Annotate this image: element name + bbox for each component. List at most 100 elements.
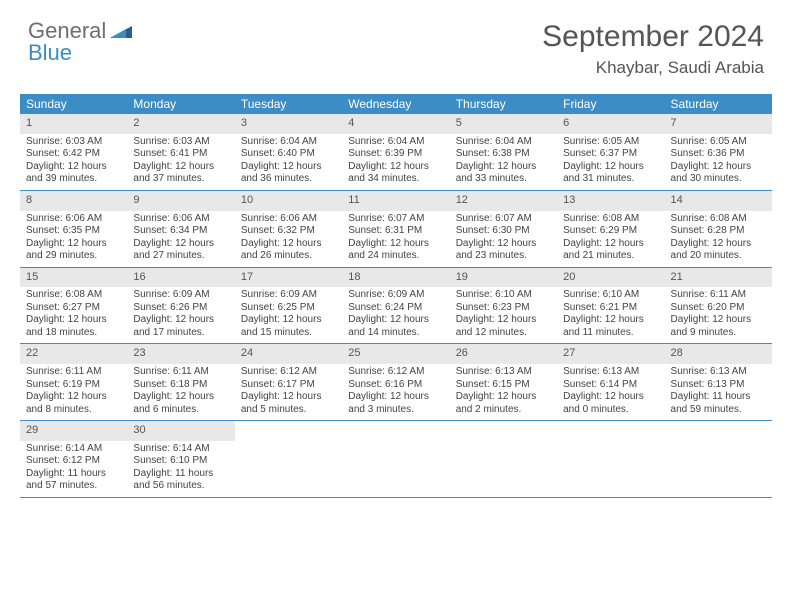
day-of-week-header: Thursday	[450, 94, 557, 114]
daylight-line-1: Daylight: 12 hours	[563, 391, 658, 404]
sunrise-line: Sunrise: 6:07 AM	[456, 213, 551, 226]
daylight-line-2: and 29 minutes.	[26, 250, 121, 263]
calendar-day-cell: 10Sunrise: 6:06 AMSunset: 6:32 PMDayligh…	[235, 190, 342, 267]
sunset-line: Sunset: 6:31 PM	[348, 225, 443, 238]
sunset-line: Sunset: 6:19 PM	[26, 379, 121, 392]
sunset-line: Sunset: 6:14 PM	[563, 379, 658, 392]
day-details: Sunrise: 6:07 AMSunset: 6:30 PMDaylight:…	[450, 213, 557, 263]
day-details: Sunrise: 6:13 AMSunset: 6:13 PMDaylight:…	[665, 366, 772, 416]
daylight-line-2: and 56 minutes.	[133, 480, 228, 493]
sunrise-line: Sunrise: 6:05 AM	[563, 136, 658, 149]
sunrise-line: Sunrise: 6:10 AM	[456, 289, 551, 302]
daylight-line-2: and 24 minutes.	[348, 250, 443, 263]
daylight-line-2: and 36 minutes.	[241, 173, 336, 186]
day-number: 18	[342, 268, 449, 288]
location: Khaybar, Saudi Arabia	[542, 58, 764, 78]
sunrise-line: Sunrise: 6:14 AM	[26, 443, 121, 456]
calendar-day-cell: 18Sunrise: 6:09 AMSunset: 6:24 PMDayligh…	[342, 267, 449, 344]
calendar-day-cell: 2Sunrise: 6:03 AMSunset: 6:41 PMDaylight…	[127, 114, 234, 190]
daylight-line-2: and 0 minutes.	[563, 404, 658, 417]
calendar-day-cell: 6 Sunrise: 6:05 AMSunset: 6:37 PMDaylight…	[557, 114, 664, 190]
sunset-line: Sunset: 6:42 PM	[26, 148, 121, 161]
day-number: 5	[450, 114, 557, 134]
sunrise-line: Sunrise: 6:06 AM	[241, 213, 336, 226]
daylight-line-2: and 11 minutes.	[563, 327, 658, 340]
daylight-line-2: and 5 minutes.	[241, 404, 336, 417]
day-number: 6	[557, 114, 664, 134]
day-details: Sunrise: 6:04 AMSunset: 6:38 PMDaylight:…	[450, 136, 557, 186]
calendar-day-cell: 24Sunrise: 6:12 AMSunset: 6:17 PMDayligh…	[235, 344, 342, 421]
daylight-line-1: Daylight: 12 hours	[241, 161, 336, 174]
day-number: 11	[342, 191, 449, 211]
daylight-line-2: and 27 minutes.	[133, 250, 228, 263]
day-number: 26	[450, 344, 557, 364]
sunset-line: Sunset: 6:30 PM	[456, 225, 551, 238]
daylight-line-1: Daylight: 12 hours	[456, 238, 551, 251]
daylight-line-1: Daylight: 12 hours	[456, 314, 551, 327]
daylight-line-1: Daylight: 12 hours	[456, 391, 551, 404]
calendar-empty-cell	[665, 421, 772, 498]
sunset-line: Sunset: 6:20 PM	[671, 302, 766, 315]
daylight-line-2: and 57 minutes.	[26, 480, 121, 493]
day-number: 4	[342, 114, 449, 134]
sunrise-line: Sunrise: 6:04 AM	[456, 136, 551, 149]
sunset-line: Sunset: 6:41 PM	[133, 148, 228, 161]
daylight-line-2: and 30 minutes.	[671, 173, 766, 186]
daylight-line-1: Daylight: 12 hours	[241, 238, 336, 251]
day-details: Sunrise: 6:03 AMSunset: 6:42 PMDaylight:…	[20, 136, 127, 186]
calendar-empty-cell	[557, 421, 664, 498]
sunrise-line: Sunrise: 6:03 AM	[133, 136, 228, 149]
sunrise-line: Sunrise: 6:03 AM	[26, 136, 121, 149]
daylight-line-1: Daylight: 12 hours	[348, 391, 443, 404]
daylight-line-1: Daylight: 12 hours	[133, 391, 228, 404]
calendar-day-cell: 1Sunrise: 6:03 AMSunset: 6:42 PMDaylight…	[20, 114, 127, 190]
daylight-line-1: Daylight: 11 hours	[133, 468, 228, 481]
day-details: Sunrise: 6:10 AMSunset: 6:21 PMDaylight:…	[557, 289, 664, 339]
day-details: Sunrise: 6:11 AMSunset: 6:18 PMDaylight:…	[127, 366, 234, 416]
daylight-line-1: Daylight: 11 hours	[671, 391, 766, 404]
day-details: Sunrise: 6:11 AMSunset: 6:19 PMDaylight:…	[20, 366, 127, 416]
daylight-line-1: Daylight: 12 hours	[241, 314, 336, 327]
day-number: 20	[557, 268, 664, 288]
calendar-empty-cell	[342, 421, 449, 498]
calendar-day-cell: 5Sunrise: 6:04 AMSunset: 6:38 PMDaylight…	[450, 114, 557, 190]
daylight-line-1: Daylight: 12 hours	[563, 314, 658, 327]
daylight-line-1: Daylight: 12 hours	[563, 161, 658, 174]
daylight-line-2: and 2 minutes.	[456, 404, 551, 417]
sunrise-line: Sunrise: 6:13 AM	[671, 366, 766, 379]
sunset-line: Sunset: 6:37 PM	[563, 148, 658, 161]
daylight-line-1: Daylight: 12 hours	[26, 391, 121, 404]
sunrise-line: Sunrise: 6:10 AM	[563, 289, 658, 302]
sunset-line: Sunset: 6:38 PM	[456, 148, 551, 161]
sunrise-line: Sunrise: 6:08 AM	[563, 213, 658, 226]
sunrise-line: Sunrise: 6:06 AM	[26, 213, 121, 226]
calendar-day-cell: 25Sunrise: 6:12 AMSunset: 6:16 PMDayligh…	[342, 344, 449, 421]
daylight-line-2: and 9 minutes.	[671, 327, 766, 340]
calendar-day-cell: 13Sunrise: 6:08 AMSunset: 6:29 PMDayligh…	[557, 190, 664, 267]
daylight-line-2: and 14 minutes.	[348, 327, 443, 340]
sunrise-line: Sunrise: 6:07 AM	[348, 213, 443, 226]
sunrise-line: Sunrise: 6:11 AM	[133, 366, 228, 379]
calendar-empty-cell	[450, 421, 557, 498]
daylight-line-1: Daylight: 12 hours	[26, 161, 121, 174]
daylight-line-1: Daylight: 12 hours	[671, 238, 766, 251]
daylight-line-1: Daylight: 12 hours	[671, 314, 766, 327]
daylight-line-2: and 20 minutes.	[671, 250, 766, 263]
sunset-line: Sunset: 6:39 PM	[348, 148, 443, 161]
calendar-day-cell: 11Sunrise: 6:07 AMSunset: 6:31 PMDayligh…	[342, 190, 449, 267]
daylight-line-2: and 26 minutes.	[241, 250, 336, 263]
daylight-line-2: and 8 minutes.	[26, 404, 121, 417]
daylight-line-1: Daylight: 12 hours	[26, 314, 121, 327]
day-number: 13	[557, 191, 664, 211]
sunrise-line: Sunrise: 6:13 AM	[563, 366, 658, 379]
day-of-week-header: Monday	[127, 94, 234, 114]
sunrise-line: Sunrise: 6:14 AM	[133, 443, 228, 456]
day-details: Sunrise: 6:08 AMSunset: 6:28 PMDaylight:…	[665, 213, 772, 263]
calendar-day-cell: 29Sunrise: 6:14 AMSunset: 6:12 PMDayligh…	[20, 421, 127, 498]
calendar-day-cell: 9Sunrise: 6:06 AMSunset: 6:34 PMDaylight…	[127, 190, 234, 267]
daylight-line-2: and 21 minutes.	[563, 250, 658, 263]
sunset-line: Sunset: 6:18 PM	[133, 379, 228, 392]
day-details: Sunrise: 6:08 AMSunset: 6:29 PMDaylight:…	[557, 213, 664, 263]
day-number: 19	[450, 268, 557, 288]
brand-part2: Blue	[28, 40, 72, 65]
